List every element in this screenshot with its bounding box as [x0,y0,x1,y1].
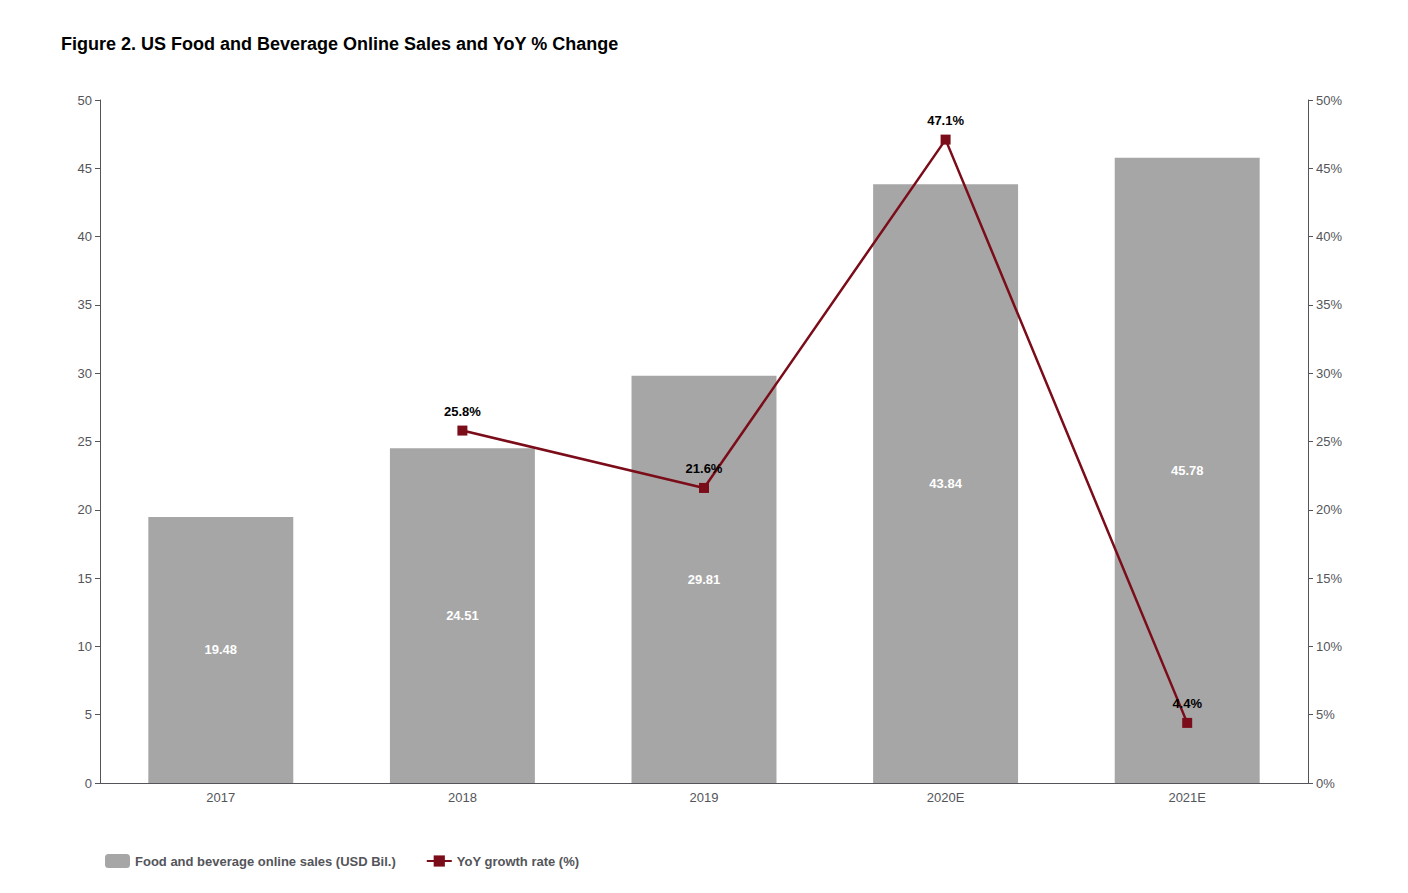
svg-text:47.1%: 47.1% [927,113,964,128]
svg-text:Figure 2. US Food and Beverage: Figure 2. US Food and Beverage Online Sa… [61,34,618,54]
svg-text:21.6%: 21.6% [686,461,723,476]
svg-text:40%: 40% [1316,229,1342,244]
svg-text:0%: 0% [1316,776,1335,791]
svg-text:45.78: 45.78 [1171,463,1204,478]
svg-text:2017: 2017 [206,790,235,805]
svg-text:20: 20 [78,502,92,517]
svg-text:YoY growth rate (%): YoY growth rate (%) [457,854,579,869]
svg-text:2021E: 2021E [1168,790,1206,805]
svg-text:4.4%: 4.4% [1172,696,1202,711]
svg-text:Food and beverage online sales: Food and beverage online sales (USD Bil.… [135,854,396,869]
svg-text:2020E: 2020E [927,790,965,805]
svg-text:2019: 2019 [690,790,719,805]
svg-text:45: 45 [78,161,92,176]
svg-text:50%: 50% [1316,93,1342,108]
svg-text:15%: 15% [1316,571,1342,586]
svg-text:30: 30 [78,366,92,381]
svg-text:24.51: 24.51 [446,608,479,623]
svg-text:2018: 2018 [448,790,477,805]
svg-text:45%: 45% [1316,161,1342,176]
svg-text:29.81: 29.81 [688,572,721,587]
svg-text:30%: 30% [1316,366,1342,381]
svg-text:5: 5 [85,707,92,722]
svg-text:10: 10 [78,639,92,654]
svg-text:19.48: 19.48 [205,642,238,657]
svg-text:35%: 35% [1316,297,1342,312]
svg-text:50: 50 [78,93,92,108]
svg-text:25%: 25% [1316,434,1342,449]
svg-text:10%: 10% [1316,639,1342,654]
svg-text:43.84: 43.84 [929,476,962,491]
svg-text:25: 25 [78,434,92,449]
svg-text:20%: 20% [1316,502,1342,517]
svg-text:35: 35 [78,297,92,312]
svg-text:25.8%: 25.8% [444,404,481,419]
svg-text:5%: 5% [1316,707,1335,722]
svg-text:0: 0 [85,776,92,791]
svg-text:40: 40 [78,229,92,244]
svg-text:15: 15 [78,571,92,586]
